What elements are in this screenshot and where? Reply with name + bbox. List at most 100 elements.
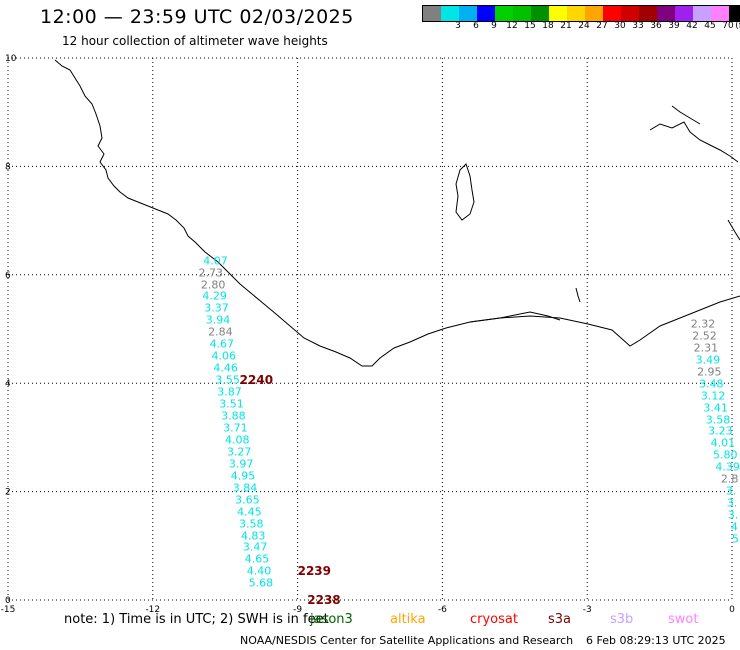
scale-swatch — [477, 6, 495, 21]
wave-height-label: 3.71 — [223, 421, 248, 435]
coastline-east-upper — [671, 105, 701, 125]
wave-height-label: 3.87 — [217, 385, 242, 399]
coastline-west-africa — [54, 59, 740, 367]
scale-unit: (ft) — [735, 21, 740, 31]
scale-label: 30 — [614, 21, 626, 31]
wave-height-label: 2.95 — [697, 365, 722, 379]
wave-height-label: 3. — [727, 508, 739, 522]
scale-swatch — [441, 6, 459, 21]
wave-height-label: 4.65 — [244, 552, 270, 566]
wave-height-label: 3.12 — [700, 389, 726, 403]
wave-height-label: 4.08 — [225, 433, 250, 447]
wave-height-label: 3.27 — [226, 445, 252, 459]
scale-label: 36 — [650, 21, 662, 31]
wave-height-label: 2.73 — [198, 266, 223, 280]
x-tick-label: -3 — [583, 605, 592, 615]
y-axis-ticks: 0 2 4 6 8 10 — [5, 54, 17, 606]
color-scale-bar — [422, 5, 740, 22]
footer-note: note: 1) Time is in UTC; 2) SWH is in fe… — [64, 612, 329, 627]
map-subtitle: 12 hour collection of altimeter wave hei… — [62, 34, 328, 48]
scale-label: 9 — [491, 21, 497, 31]
wave-height-label: 4.67 — [209, 337, 235, 351]
scale-label: 24 — [578, 21, 590, 31]
wave-height-label: 3.97 — [228, 457, 254, 471]
x-tick-label: -15 — [1, 605, 16, 615]
generation-timestamp: 6 Feb 08:29:13 UTC 2025 — [586, 634, 726, 647]
wave-height-label: 3.47 — [242, 540, 268, 554]
x-tick-label: -6 — [438, 605, 447, 615]
scale-swatch — [423, 6, 441, 21]
scale-label: 3 — [455, 21, 461, 31]
scale-label: 12 — [506, 21, 518, 31]
wave-height-label: 2.52 — [692, 329, 717, 343]
wave-height-label: 4.29 — [202, 289, 227, 303]
wave-height-label: 2.32 — [690, 317, 716, 331]
scale-label: 33 — [632, 21, 644, 31]
wave-height-label: 4.46 — [213, 361, 238, 375]
wave-height-label: 3.23 — [708, 424, 733, 438]
scale-label: 21 — [560, 21, 572, 31]
wave-height-label: 3.41 — [703, 401, 728, 415]
wave-height-label: 3.58 — [239, 517, 264, 531]
y-tick-label: 4 — [5, 379, 11, 389]
wave-height-label: 4.45 — [237, 505, 262, 519]
coastline-reef — [469, 311, 561, 323]
wave-height-label: 3.65 — [235, 493, 260, 507]
x-tick-label: -12 — [145, 605, 160, 615]
coastline-east-islands — [649, 121, 739, 163]
scale-swatch — [675, 6, 693, 21]
scale-label: 15 — [524, 21, 536, 31]
scale-swatch — [693, 6, 711, 21]
scale-swatch — [567, 6, 585, 21]
lake-outline — [455, 163, 475, 221]
wave-height-label: 3.37 — [204, 301, 229, 315]
wave-height-label: 4.01 — [710, 436, 736, 450]
wave-height-label: 4.40 — [246, 564, 272, 578]
wave-height-label: 3. — [725, 484, 737, 498]
coastline-east-lower — [727, 219, 740, 241]
wave-height-label: 2.8 — [720, 472, 739, 486]
wave-height-label: 2.80 — [200, 278, 226, 292]
pass-number-label: 2240 — [239, 373, 274, 388]
wave-height-label: 4.07 — [203, 254, 228, 268]
scale-label: 18 — [542, 21, 554, 31]
scale-swatch — [657, 6, 675, 21]
credit-line: NOAA/NESDIS Center for Satellite Applica… — [240, 634, 574, 647]
legend-item-swot: swot — [668, 612, 699, 627]
x-axis-ticks: -15 -12 -9 -6 -3 0 — [1, 605, 735, 615]
scale-swatch — [585, 6, 603, 21]
scale-swatch — [603, 6, 621, 21]
wave-height-label: 3.51 — [219, 397, 244, 411]
wave-height-label: 5.68 — [248, 576, 274, 590]
scale-label: 6 — [473, 21, 479, 31]
coastline — [54, 59, 740, 367]
y-tick-label: 2 — [5, 488, 11, 498]
scale-label: 42 — [686, 21, 698, 31]
wave-height-label: 4.06 — [211, 349, 237, 363]
legend-item-jason3: jason3 — [310, 612, 353, 627]
grid-lines — [7, 57, 733, 601]
scale-swatch — [459, 6, 477, 21]
wave-height-label: 4.39 — [715, 460, 740, 474]
wave-height-label: 3.94 — [205, 313, 231, 327]
scale-swatch — [495, 6, 513, 21]
wave-height-label: 3.88 — [221, 409, 246, 423]
legend-item-s3b: s3b — [610, 612, 634, 627]
legend-item-cryosat: cryosat — [470, 612, 518, 627]
scale-label: 27 — [596, 21, 608, 31]
pass-number-label: 2239 — [297, 564, 331, 579]
pass-number-label: 2238 — [307, 593, 341, 607]
scale-label: 70 — [722, 21, 734, 31]
wave-height-label: 2.31 — [693, 341, 719, 355]
wave-height-label: 3.48 — [698, 377, 724, 391]
map-title: 12:00 — 23:59 UTC 02/03/2025 — [40, 6, 354, 28]
scale-swatch — [513, 6, 531, 21]
wave-height-label: 3.58 — [705, 413, 731, 426]
scale-label: 45 — [704, 21, 716, 31]
scale-label: 39 — [668, 21, 680, 31]
wave-height-label: 4.95 — [230, 469, 256, 483]
scale-swatch — [711, 6, 729, 21]
wave-height-label: 4 — [730, 520, 738, 534]
wave-height-label: 3. — [726, 496, 738, 510]
